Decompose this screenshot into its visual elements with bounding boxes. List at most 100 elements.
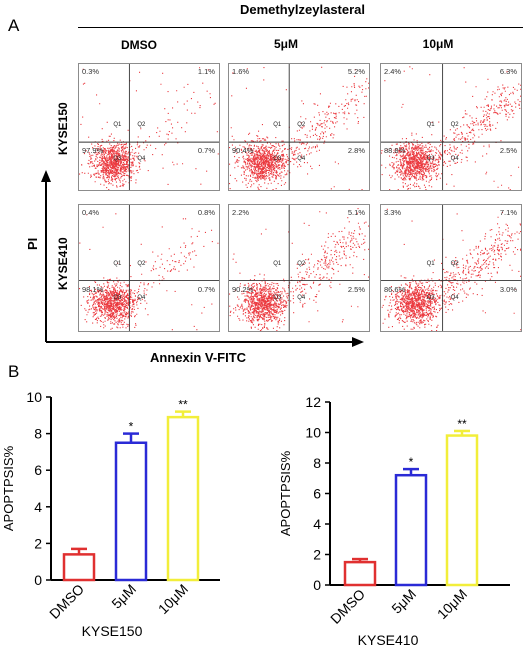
quadrant-label-q4: Q4 xyxy=(137,156,146,163)
quadrant-percent-ur: 5.2% xyxy=(347,67,365,76)
y-axis-title: APOPTPSIS% xyxy=(278,450,293,536)
panel-b-letter: B xyxy=(8,362,20,381)
significance-mark-1: * xyxy=(129,420,134,434)
category-label-1: 5μM xyxy=(388,586,419,617)
quadrant-percent-ur: 7.1% xyxy=(499,208,517,217)
quadrant-percent-ul: 3.3% xyxy=(384,208,402,217)
y-tick-label: 0 xyxy=(313,577,321,593)
quadrant-label-q4: Q4 xyxy=(450,294,459,301)
quadrant-label-q2: Q2 xyxy=(297,122,306,129)
quadrant-label-q4: Q4 xyxy=(297,294,306,301)
quadrant-percent-ul: 2.4% xyxy=(384,67,402,76)
quadrant-label-q3: Q3 xyxy=(426,156,435,163)
quadrant-label-q1: Q1 xyxy=(113,260,122,267)
flow-plot-kyse410-2: 3.3% 7.1% 86.6% 3.0% Q1 Q2 Q3 Q4 xyxy=(380,204,522,332)
flow-plot-kyse410-1: 2.2% 5.1% 90.2% 2.5% Q1 Q2 Q3 Q4 xyxy=(228,204,370,332)
event-points xyxy=(229,66,369,190)
y-tick-label: 6 xyxy=(34,462,42,478)
y-axis-title: APOPTPSIS% xyxy=(1,445,16,531)
bar-1 xyxy=(394,473,428,587)
bar-chart-kyse410: 0 2 4 6 8 10 12 APOPTPSIS% DMSO * 5μM ** 10μM KYSE410 xyxy=(278,394,510,648)
y-tick-label: 8 xyxy=(313,455,321,471)
y-tick-label: 10 xyxy=(305,425,321,441)
quadrant-percent-ur: 5.1% xyxy=(347,208,365,217)
quadrant-label-q4: Q4 xyxy=(137,294,146,301)
y-tick-label: 4 xyxy=(313,516,321,532)
quadrant-percent-ur: 1.1% xyxy=(197,67,215,76)
bar-2 xyxy=(445,434,479,587)
pi-arrow-icon xyxy=(41,170,51,182)
quadrant-percent-ll: 98.1% xyxy=(82,284,104,294)
scatter-dots xyxy=(229,64,369,190)
event-points xyxy=(381,208,521,331)
scatter-dots xyxy=(229,205,369,331)
quadrant-label-q2: Q2 xyxy=(450,122,459,129)
y-tick-label: 4 xyxy=(34,499,42,515)
quadrant-label-q3: Q3 xyxy=(273,156,282,163)
category-label-0: DMSO xyxy=(327,586,368,627)
bar-0 xyxy=(343,560,377,587)
y-tick-label: 8 xyxy=(34,426,42,442)
event-points xyxy=(381,66,521,190)
quadrant-label-q3: Q3 xyxy=(426,294,435,301)
quadrant-label-q2: Q2 xyxy=(297,260,306,267)
quadrant-label-q3: Q3 xyxy=(113,294,122,301)
bar-0 xyxy=(62,553,96,582)
condition-label-10um: 10μM xyxy=(422,37,454,51)
quadrant-percent-ll: 90.2% xyxy=(232,284,254,294)
quadrant-percent-lr: 2.5% xyxy=(499,146,517,156)
quadrant-label-q4: Q4 xyxy=(450,156,459,163)
scatter-dots xyxy=(381,64,521,190)
bar-1 xyxy=(114,441,148,582)
x-axis-title: KYSE410 xyxy=(358,632,419,648)
scatter-dots xyxy=(79,205,219,331)
category-label-1: 5μM xyxy=(108,581,139,612)
annexin-axis-label: Annexin V-FITC xyxy=(150,350,247,365)
event-points xyxy=(79,67,219,190)
flow-plot-kyse410-0: 0.4% 0.8% 98.1% 0.7% Q1 Q2 Q3 Q4 xyxy=(78,204,220,332)
quadrant-label-q2: Q2 xyxy=(137,260,146,267)
y-tick-label: 6 xyxy=(313,486,321,502)
quadrant-percent-lr: 0.7% xyxy=(197,284,215,294)
panel-a-letter: A xyxy=(8,16,20,35)
quadrant-percent-ur: 6.3% xyxy=(499,67,517,76)
quadrant-percent-ul: 2.2% xyxy=(232,208,250,217)
quadrant-percent-ll: 88.8% xyxy=(384,146,406,156)
quadrant-label-q2: Q2 xyxy=(450,260,459,267)
quadrant-percent-ul: 1.6% xyxy=(232,67,250,76)
scatter-dots xyxy=(79,64,219,190)
y-tick-label: 12 xyxy=(305,394,321,410)
treatment-title: Demethylzeylasteral xyxy=(240,2,366,17)
significance-mark-2: ** xyxy=(178,398,188,412)
quadrant-percent-ur: 0.8% xyxy=(197,208,215,217)
event-points xyxy=(229,208,369,331)
bar-chart-kyse150: 0 2 4 6 8 10 APOPTPSIS% DMSO * 5μM ** 10μM KYSE150 xyxy=(1,389,220,639)
quadrant-label-q1: Q1 xyxy=(426,122,435,129)
quadrant-label-q3: Q3 xyxy=(273,294,282,301)
quadrant-label-q1: Q1 xyxy=(113,122,122,129)
quadrant-percent-ll: 97.9% xyxy=(82,146,104,156)
quadrant-label-q2: Q2 xyxy=(137,122,146,129)
quadrant-percent-ul: 0.3% xyxy=(82,67,100,76)
y-tick-label: 2 xyxy=(34,535,42,551)
condition-label-dmso: DMSO xyxy=(121,38,157,52)
quadrant-percent-lr: 2.8% xyxy=(347,146,365,156)
quadrant-label-q1: Q1 xyxy=(426,260,435,267)
flow-plot-kyse150-1: 1.6% 5.2% 90.4% 2.8% Q1 Q2 Q3 Q4 xyxy=(228,63,370,191)
category-label-2: 10μM xyxy=(434,586,470,622)
annexin-arrow-icon xyxy=(352,337,364,347)
bar-2 xyxy=(166,415,200,582)
quadrant-percent-lr: 0.7% xyxy=(197,146,215,156)
scatter-dots xyxy=(381,205,521,331)
panel-a-axes xyxy=(41,170,364,347)
flow-plot-kyse150-2: 2.4% 6.3% 88.8% 2.5% Q1 Q2 Q3 Q4 xyxy=(380,63,522,191)
pi-axis-label: PI xyxy=(25,237,40,250)
quadrant-percent-ll: 90.4% xyxy=(232,146,254,156)
flow-plot-kyse150-0: 0.3% 1.1% 97.9% 0.7% Q1 Q2 Q3 Q4 xyxy=(78,63,220,191)
significance-mark-2: ** xyxy=(457,417,467,431)
quadrant-label-q4: Q4 xyxy=(297,156,306,163)
condition-label-5um: 5μM xyxy=(273,37,298,51)
category-label-2: 10μM xyxy=(155,581,191,617)
event-points xyxy=(79,213,219,331)
quadrant-label-q3: Q3 xyxy=(113,156,122,163)
